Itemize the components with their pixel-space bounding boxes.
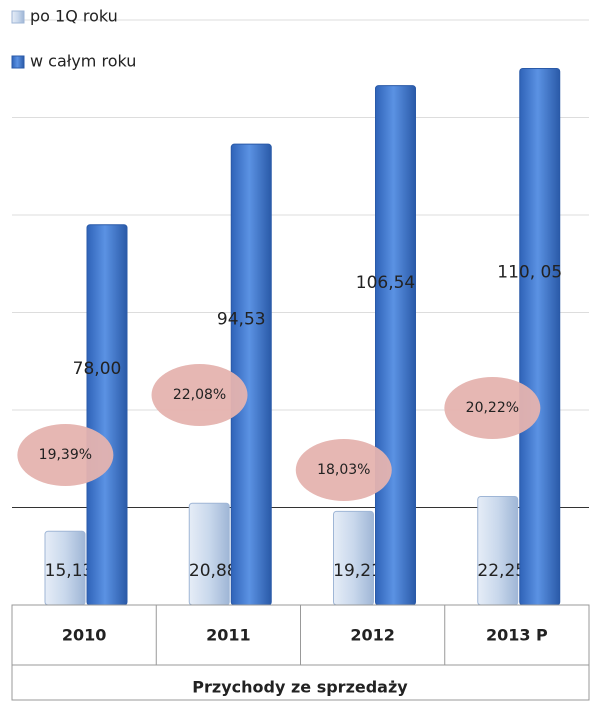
x-tick-label: 2010 bbox=[62, 626, 107, 645]
bar bbox=[188, 502, 230, 606]
bar bbox=[230, 143, 272, 606]
data-label: 19,21 bbox=[333, 561, 382, 581]
annotation-bubble bbox=[17, 424, 114, 486]
data-label: 78,00 bbox=[73, 359, 122, 379]
bar bbox=[477, 496, 519, 606]
bar bbox=[519, 68, 561, 606]
data-label: 106,54 bbox=[356, 273, 415, 293]
x-axis-label: Przychody ze sprzedaży bbox=[192, 678, 408, 697]
legend-swatch bbox=[11, 55, 25, 69]
bar bbox=[333, 510, 374, 606]
x-tick-label: 2013 P bbox=[486, 626, 548, 645]
annotation: 18,03% bbox=[317, 462, 370, 478]
annotation-bubble bbox=[151, 364, 248, 426]
bar bbox=[375, 85, 416, 606]
x-tick-label: 2011 bbox=[206, 626, 251, 645]
annotation: 22,08% bbox=[173, 387, 226, 403]
annotation-bubble bbox=[295, 439, 392, 501]
legend-label: w całym roku bbox=[30, 52, 136, 71]
data-label: 22,25 bbox=[477, 561, 526, 581]
category-table: Przychody ze sprzedaży 2010 2011 2012 2013 … bbox=[11, 604, 590, 701]
data-label: 94,53 bbox=[217, 309, 266, 329]
bars: 15,13 78,00 19,39% 20,88 94,53 22,08% 19,21 106… bbox=[17, 68, 562, 606]
data-label: 20,88 bbox=[189, 561, 238, 581]
data-label: 110, 05 bbox=[497, 262, 562, 282]
x-tick-label: 2012 bbox=[350, 626, 395, 645]
legend-swatch bbox=[11, 10, 25, 24]
data-label: 15,13 bbox=[45, 561, 94, 581]
legend: po 1Q roku w całym roku bbox=[11, 7, 136, 71]
bar bbox=[86, 224, 128, 606]
annotation: 19,39% bbox=[39, 447, 92, 463]
legend-label: po 1Q roku bbox=[30, 7, 118, 26]
annotation: 20,22% bbox=[466, 400, 519, 416]
annotation-bubble bbox=[444, 377, 541, 439]
